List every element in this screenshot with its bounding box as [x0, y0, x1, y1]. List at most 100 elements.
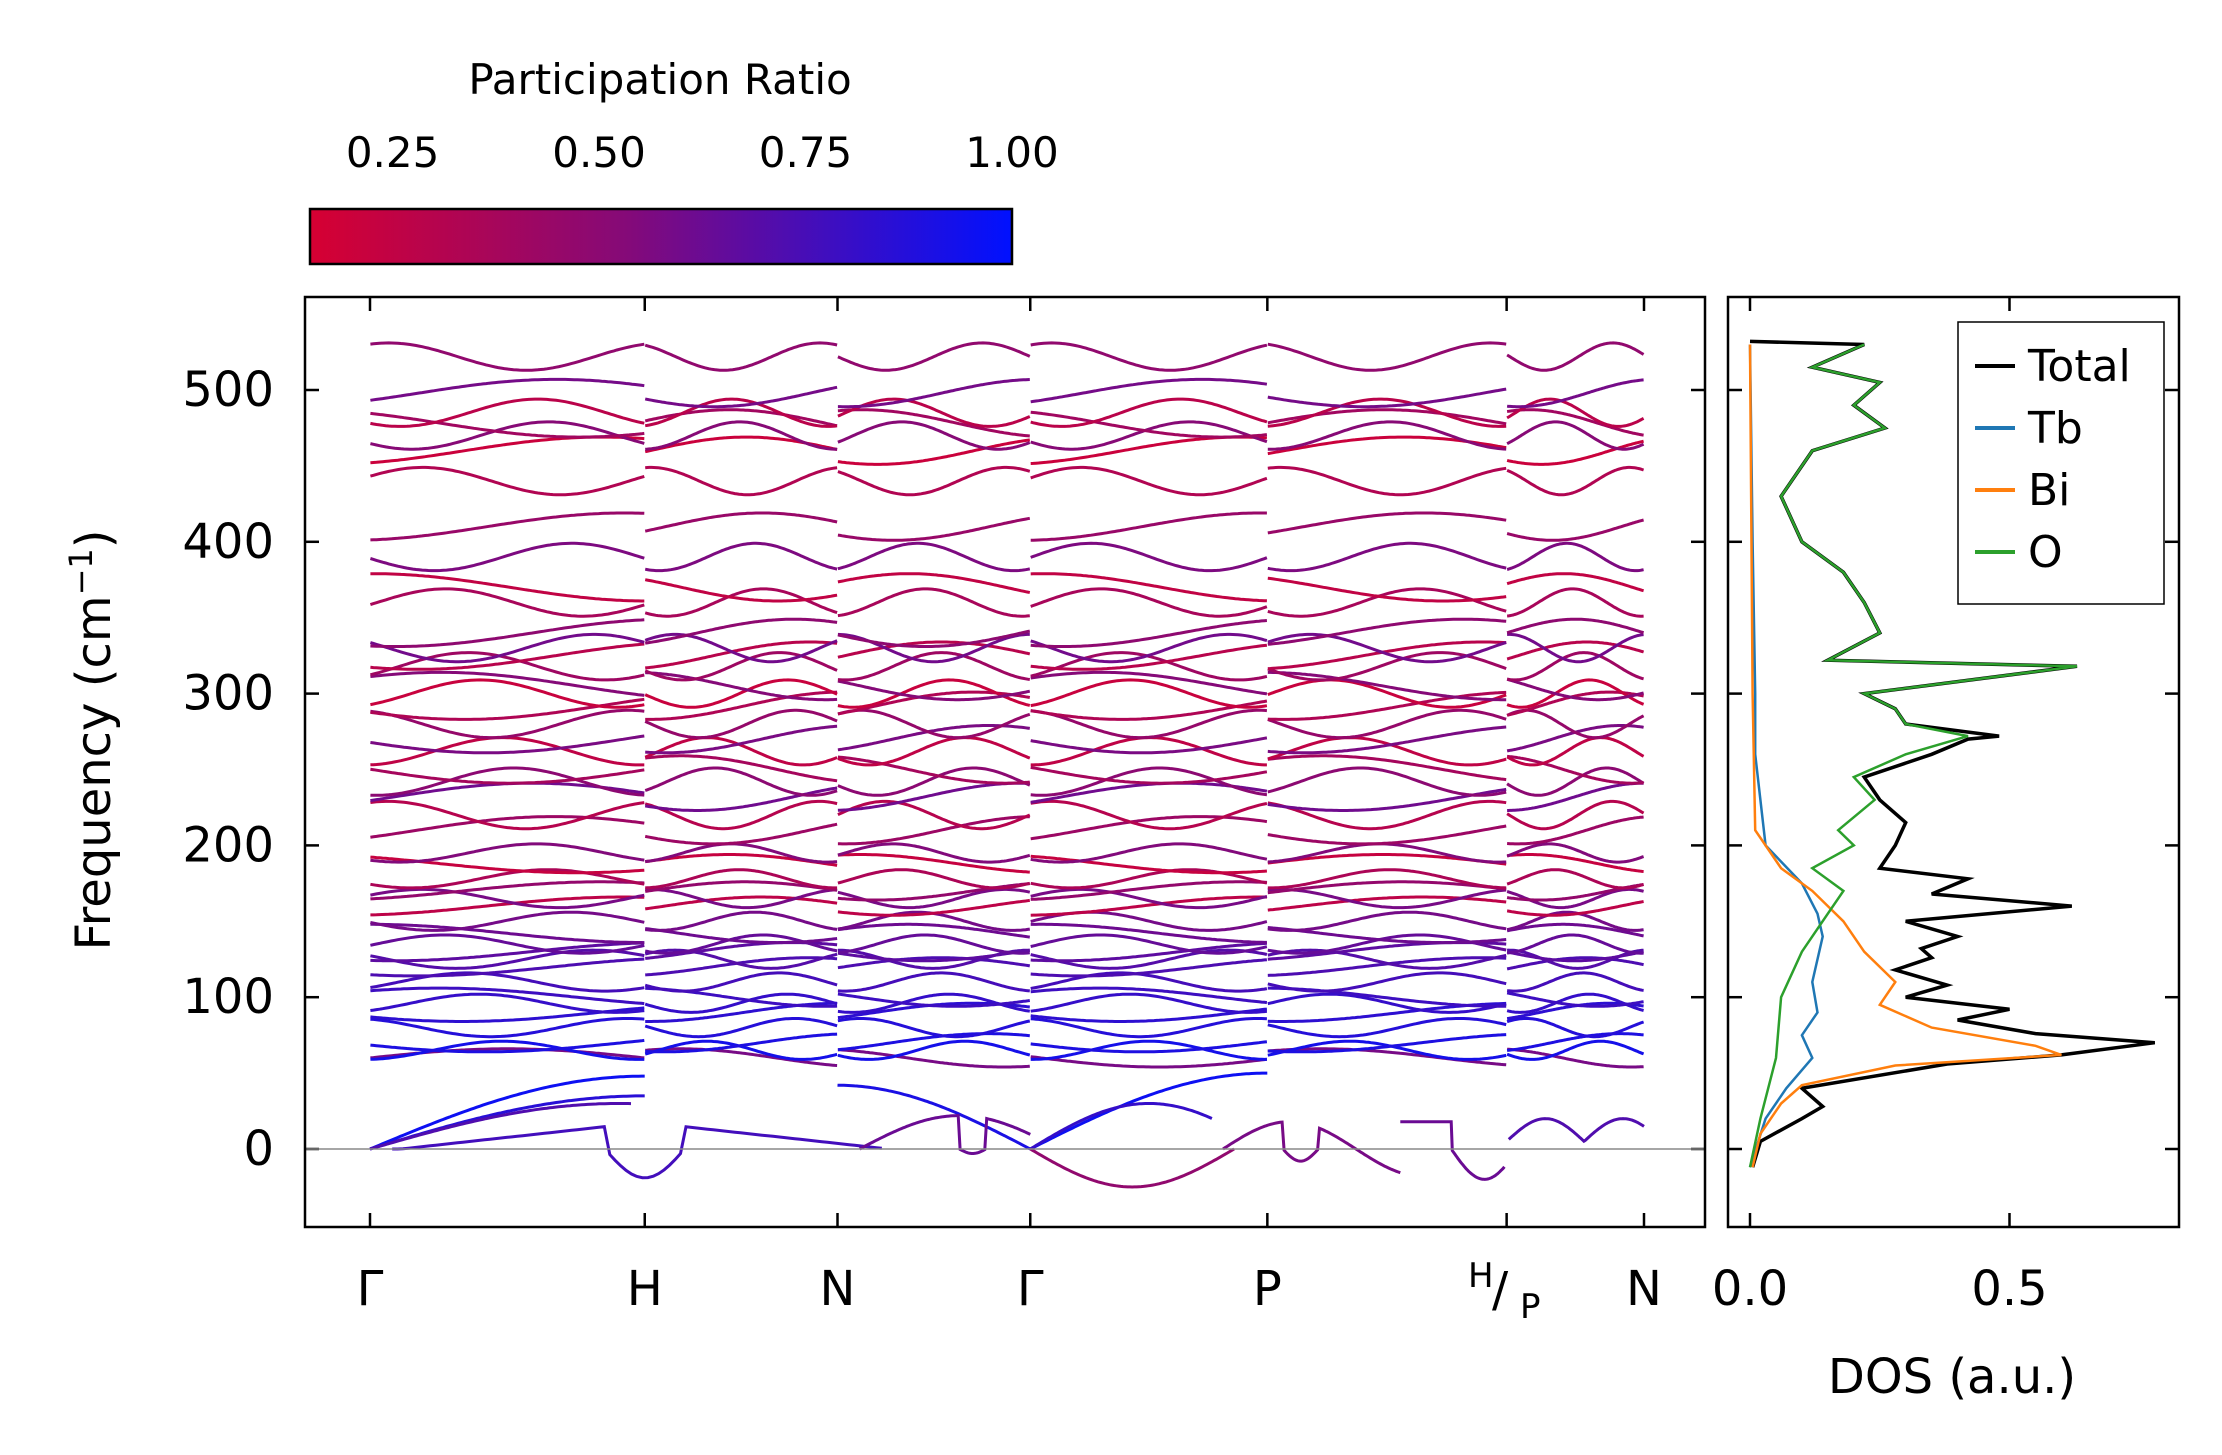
optical-branch — [1267, 799, 1507, 831]
optical-branch — [1506, 971, 1644, 993]
optical-branch — [1030, 765, 1268, 785]
optical-branch — [837, 868, 1031, 890]
optical-branch — [370, 766, 645, 797]
optical-branch — [1030, 887, 1268, 910]
optical-branch — [1030, 541, 1268, 573]
legend-label-o: O — [2028, 527, 2063, 578]
optical-branch — [837, 933, 1030, 955]
optical-branch — [370, 910, 645, 932]
optical-branch — [1506, 465, 1645, 497]
y-tick-label: 200 — [182, 817, 274, 873]
optical-branch — [1267, 632, 1507, 664]
optical-branch — [644, 948, 838, 970]
optical-branch — [837, 815, 1030, 846]
dos-line-tb — [1748, 344, 1824, 1168]
x-tick-label: Γ — [1017, 1261, 1044, 1317]
optical-branch — [837, 1048, 1030, 1069]
soft-mode — [1507, 1117, 1645, 1144]
optical-branch — [644, 541, 838, 573]
optical-branch — [370, 618, 645, 648]
optical-branch — [1267, 465, 1507, 497]
optical-branch — [837, 781, 1030, 812]
optical-branch — [1030, 799, 1268, 831]
optical-branch — [644, 651, 838, 682]
optical-branch — [1506, 651, 1644, 682]
optical-branch — [1030, 922, 1267, 944]
optical-branch — [1030, 842, 1268, 864]
optical-branch — [644, 632, 838, 664]
optical-branch — [1030, 420, 1268, 451]
dos-line-o — [1748, 343, 2078, 1168]
optical-branch — [645, 465, 838, 497]
optical-branch — [1267, 1033, 1507, 1054]
optical-branch — [1506, 617, 1645, 635]
optical-branch — [1506, 420, 1645, 451]
optical-branch — [370, 1038, 645, 1054]
dos-x-tick-label: 0.0 — [1712, 1261, 1788, 1317]
optical-branch — [1030, 699, 1268, 721]
optical-branch — [1030, 895, 1267, 917]
optical-branch — [837, 651, 1031, 682]
x-tick-label: Γ — [357, 1261, 384, 1317]
optical-branch — [644, 587, 838, 618]
optical-branch — [370, 1017, 645, 1039]
optical-branch — [837, 882, 1030, 902]
legend-box — [1957, 321, 2165, 605]
acoustic-branch — [369, 1074, 645, 1151]
optical-branch — [1030, 736, 1268, 755]
optical-branch — [837, 708, 1031, 740]
optical-branch — [837, 755, 1030, 785]
optical-branch — [837, 341, 1031, 372]
optical-branch — [837, 799, 1031, 831]
phonon-bands — [369, 341, 1645, 1189]
optical-branch — [1506, 868, 1645, 890]
optical-branch — [837, 1032, 1030, 1052]
break-label-bottom: P — [1520, 1287, 1541, 1327]
optical-branch — [1030, 511, 1267, 542]
optical-branch — [1507, 587, 1644, 618]
y-tick-label: 500 — [182, 362, 274, 418]
optical-branch — [1030, 643, 1268, 671]
optical-branch — [644, 736, 838, 767]
optical-branch — [645, 956, 838, 977]
dos-frame — [1726, 295, 2181, 1229]
optical-branch — [837, 587, 1030, 618]
optical-branch — [1506, 1017, 1645, 1039]
optical-branch — [1030, 854, 1268, 875]
optical-branch — [370, 678, 645, 709]
optical-branch — [644, 511, 838, 533]
optical-branch — [645, 1032, 838, 1054]
optical-branch — [1507, 853, 1644, 873]
optical-branch — [1030, 397, 1268, 428]
optical-branch — [1506, 397, 1645, 428]
optical-branch — [1267, 971, 1507, 993]
optical-branch — [369, 541, 645, 573]
colorbar-tick-label: 0.75 — [759, 128, 853, 177]
optical-branch — [1267, 948, 1507, 970]
optical-branch — [1267, 754, 1507, 782]
optical-branch — [370, 986, 645, 1006]
optical-branch — [645, 724, 838, 755]
optical-branch — [644, 927, 838, 945]
optical-branch — [1030, 1055, 1268, 1069]
optical-branch — [1267, 1017, 1507, 1039]
optical-branch — [645, 671, 838, 702]
optical-branch — [837, 842, 1031, 864]
optical-branch — [1030, 958, 1268, 978]
optical-branch — [1506, 690, 1644, 717]
optical-branch — [1030, 941, 1268, 963]
optical-branch — [1507, 815, 1644, 846]
optical-branch — [1030, 708, 1268, 740]
optical-branch — [1506, 991, 1644, 1008]
legend-label-tb: Tb — [2027, 403, 2083, 454]
optical-branch — [1506, 736, 1645, 767]
optical-branch — [370, 642, 645, 671]
optical-branch — [1507, 754, 1644, 785]
acoustic-branch — [1029, 1071, 1268, 1151]
optical-branch — [837, 1017, 1031, 1039]
colorbar-tick-label: 0.25 — [346, 128, 440, 177]
optical-branch — [837, 465, 1031, 497]
dos-series — [1748, 339, 2156, 1168]
optical-branch — [644, 708, 838, 740]
